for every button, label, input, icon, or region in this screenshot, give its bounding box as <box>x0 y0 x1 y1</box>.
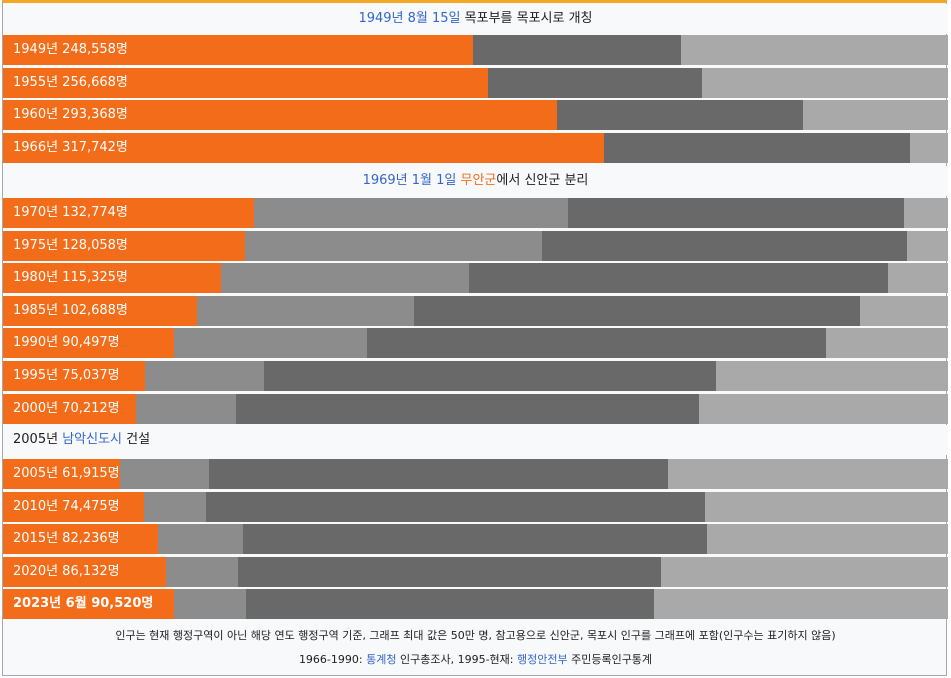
muan-bar <box>235 394 699 424</box>
bar-row-2015: 2015년 82,236명 <box>3 524 948 554</box>
bar-row-1990: 1990년 90,497명 <box>3 328 948 358</box>
text-part[interactable]: 1949년 8월 15일 <box>358 11 461 26</box>
bar-label: 1980년 115,325명 <box>13 270 128 285</box>
mokpo-bar <box>3 133 604 163</box>
muan-bar <box>206 492 706 522</box>
bar-row-1960: 1960년 293,368명 <box>3 100 948 130</box>
bar-label: 1970년 132,774명 <box>13 205 128 220</box>
muan-bar <box>243 524 707 554</box>
muan-bar <box>245 589 655 619</box>
footnote-1: 1966-1990: 통계청 인구총조사, 1995-현재: 행정안전부 주민등… <box>3 651 948 667</box>
mokpo-bar <box>3 68 489 98</box>
bar-label: 1990년 90,497명 <box>13 335 120 350</box>
muan-bar <box>237 557 661 587</box>
muan-bar <box>414 296 861 326</box>
muan-bar <box>208 459 669 489</box>
mokpo-bar <box>3 296 198 326</box>
mokpo-bar <box>3 492 144 522</box>
text-part[interactable]: 남악신도시 <box>62 432 122 447</box>
sinan-bar <box>143 492 207 522</box>
bar-label: 1985년 102,688명 <box>13 303 128 318</box>
sinan-bar <box>135 394 236 424</box>
bar-row-2020: 2020년 86,132명 <box>3 557 948 587</box>
muan-bar <box>366 328 827 358</box>
text-part: 2005년 <box>13 432 63 447</box>
muan-bar <box>541 231 907 261</box>
sinan-bar <box>253 198 568 228</box>
mokpo-bar <box>3 557 166 587</box>
text-part[interactable]: 통계청 <box>366 653 397 666</box>
text-part: 에서 신안군 분리 <box>496 173 589 188</box>
mokpo-bar <box>3 589 175 619</box>
sinan-bar <box>174 589 246 619</box>
sinan-bar <box>165 557 238 587</box>
muan-bar <box>557 100 804 130</box>
muan-bar <box>263 361 716 391</box>
sinan-bar <box>197 296 415 326</box>
muan-bar <box>472 35 681 65</box>
mokpo-bar <box>3 394 136 424</box>
bar-row-1995: 1995년 75,037명 <box>3 361 948 391</box>
bar-row-1949: 1949년 248,558명 <box>3 35 948 65</box>
bar-label: 1960년 293,368명 <box>13 107 128 122</box>
bar-label: 2010년 74,475명 <box>13 499 120 514</box>
bar-row-1975: 1975년 128,058명 <box>3 231 948 261</box>
text-part[interactable]: 무안군 <box>460 173 497 188</box>
bar-label: 2000년 70,212명 <box>13 401 120 416</box>
mokpo-bar <box>3 198 254 228</box>
muan-bar <box>567 198 905 228</box>
bar-label: 1975년 128,058명 <box>13 238 128 253</box>
mokpo-bar <box>3 35 473 65</box>
bar-row-2000: 2000년 70,212명 <box>3 394 948 424</box>
mokpo-bar <box>3 361 145 391</box>
sinan-bar <box>174 328 367 358</box>
bar-row-1985: 1985년 102,688명 <box>3 296 948 326</box>
bar-label: 2015년 82,236명 <box>13 531 120 546</box>
bar-row-1980: 1980년 115,325명 <box>3 263 948 293</box>
mokpo-bar <box>3 231 246 261</box>
mokpo-bar <box>3 263 221 293</box>
bar-label: 2005년 61,915명 <box>13 466 120 481</box>
sinan-bar <box>144 361 264 391</box>
muan-bar <box>603 133 910 163</box>
footnote-0: 인구는 현재 행정구역이 아닌 해당 연도 행정구역 기준, 그래프 최대 값은… <box>3 627 948 643</box>
mokpo-bar <box>3 328 175 358</box>
sinan-bar <box>245 231 542 261</box>
mokpo-bar <box>3 524 159 554</box>
bar-label: 1995년 75,037명 <box>13 368 120 383</box>
bar-row-2023: 2023년 6월 90,520명 <box>3 589 948 619</box>
bar-row-1966: 1966년 317,742명 <box>3 133 948 163</box>
mokpo-bar <box>3 100 558 130</box>
text-part: 주민등록인구통계 <box>567 653 653 666</box>
sinan-bar <box>120 459 209 489</box>
event-header-2: 2005년 남악신도시 건설 <box>3 425 948 455</box>
text-part[interactable]: 행정안전부 <box>516 653 568 666</box>
bar-label: 2020년 86,132명 <box>13 564 120 579</box>
muan-bar <box>488 68 702 98</box>
bar-row-2010: 2010년 74,475명 <box>3 492 948 522</box>
sinan-bar <box>220 263 469 293</box>
bar-row-1955: 1955년 256,668명 <box>3 68 948 98</box>
bar-label: 2023년 6월 90,520명 <box>13 596 154 611</box>
bar-row-2005: 2005년 61,915명 <box>3 459 948 489</box>
text-part[interactable]: 1969년 1월 1일 <box>362 173 457 188</box>
event-header-1: 1969년 1월 1일 무안군에서 신안군 분리 <box>3 166 948 196</box>
sinan-bar <box>158 524 244 554</box>
bar-row-1970: 1970년 132,774명 <box>3 198 948 228</box>
event-header-0: 1949년 8월 15일 목포부를 목포시로 개칭 <box>3 4 948 34</box>
muan-bar <box>468 263 889 293</box>
text-part: 건설 <box>122 432 151 447</box>
text-part: 인구는 현재 행정구역이 아닌 해당 연도 행정구역 기준, 그래프 최대 값은… <box>115 629 836 642</box>
mokpo-bar <box>3 459 121 489</box>
text-part: 인구총조사, 1995-현재: <box>396 653 517 666</box>
bar-label: 1966년 317,742명 <box>13 140 128 155</box>
bar-label: 1949년 248,558명 <box>13 42 128 57</box>
bar-label: 1955년 256,668명 <box>13 75 128 90</box>
text-part: 목포부를 목포시로 개칭 <box>460 11 593 26</box>
text-part: 1966-1990: <box>298 653 367 666</box>
